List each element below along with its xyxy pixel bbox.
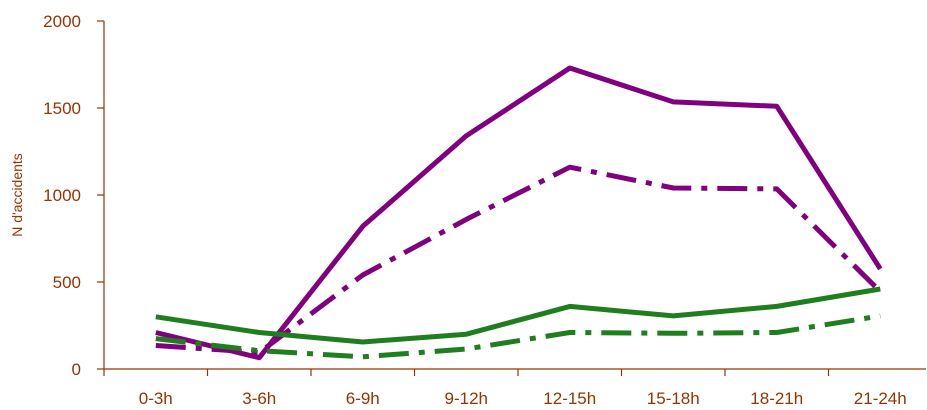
series-line-4 (155, 313, 881, 360)
x-tick-label: 0-3h (139, 389, 173, 408)
x-tick-label: 21-24h (854, 389, 907, 408)
y-tick-label: 1500 (43, 99, 81, 118)
x-tick-label: 9-12h (445, 389, 488, 408)
x-axis-ticks: 0-3h 3-6h 6-9h 9-12h 12-15h 15-18h 18-21h 21-24… (103, 369, 907, 408)
y-tick-label: 1000 (43, 186, 81, 205)
series-line-1 (155, 65, 883, 361)
series-line-2 (155, 164, 883, 355)
x-tick-label: 18-21h (750, 389, 803, 408)
y-tick-label: 500 (53, 273, 81, 292)
y-axis-title: N d'accidents (9, 153, 25, 237)
y-axis-ticks: 0 500 1000 1500 2000 (43, 12, 104, 379)
x-tick-label: 15-18h (647, 389, 700, 408)
series-lines (155, 65, 883, 361)
y-tick-label: 0 (72, 360, 81, 379)
x-tick-label: 3-6h (242, 389, 276, 408)
x-tick-label: 12-15h (543, 389, 596, 408)
series-line-3 (155, 286, 881, 345)
x-tick-label: 6-9h (346, 389, 380, 408)
y-tick-label: 2000 (43, 12, 81, 31)
